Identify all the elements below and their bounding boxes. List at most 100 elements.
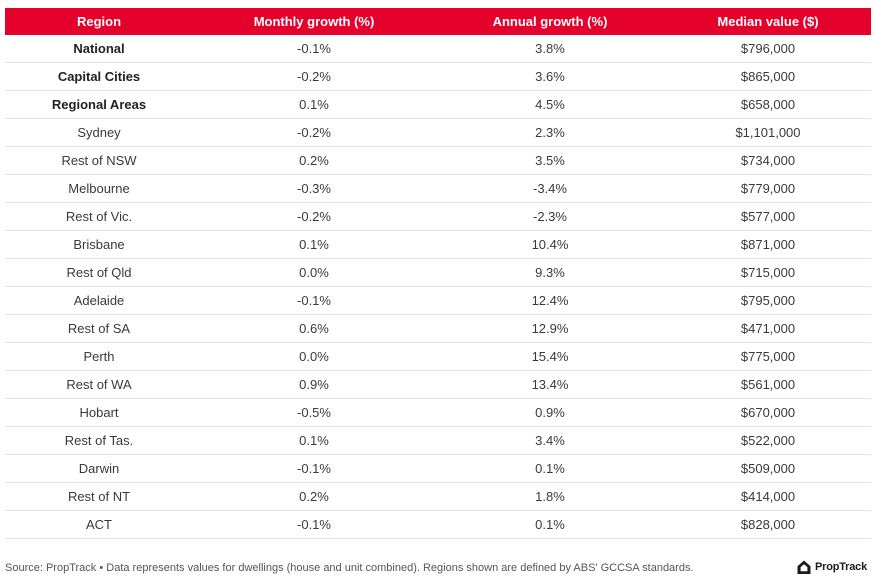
table-row: Sydney -0.2% 2.3% $1,101,000	[5, 118, 871, 147]
monthly-growth-cell: 0.2%	[193, 146, 435, 175]
monthly-growth-cell: 0.1%	[193, 426, 435, 455]
annual-growth-cell: 3.5%	[435, 146, 665, 175]
monthly-growth-cell: 0.0%	[193, 342, 435, 371]
table-row: Darwin -0.1% 0.1% $509,000	[5, 454, 871, 483]
median-value-cell: $658,000	[665, 90, 871, 119]
median-value-cell: $577,000	[665, 202, 871, 231]
median-value-cell: $561,000	[665, 370, 871, 399]
monthly-growth-cell: 0.2%	[193, 482, 435, 511]
table-row: Rest of NSW 0.2% 3.5% $734,000	[5, 146, 871, 175]
table-header: Region Monthly growth (%) Annual growth …	[5, 8, 871, 35]
table-row: ACT -0.1% 0.1% $828,000	[5, 510, 871, 539]
monthly-growth-cell: -0.1%	[193, 35, 435, 63]
brand-logo: PropTrack	[796, 559, 867, 575]
median-value-cell: $795,000	[665, 286, 871, 315]
median-value-cell: $509,000	[665, 454, 871, 483]
annual-growth-cell: 3.8%	[435, 35, 665, 63]
monthly-growth-cell: 0.9%	[193, 370, 435, 399]
annual-growth-cell: 15.4%	[435, 342, 665, 371]
annual-growth-cell: 3.4%	[435, 426, 665, 455]
column-header-annual-growth: Annual growth (%)	[492, 14, 608, 29]
table-row: Rest of Vic. -0.2% -2.3% $577,000	[5, 202, 871, 231]
region-cell: Hobart	[5, 398, 193, 427]
monthly-growth-cell: 0.1%	[193, 90, 435, 119]
median-value-cell: $865,000	[665, 62, 871, 91]
monthly-growth-cell: -0.2%	[193, 62, 435, 91]
table-row: Melbourne -0.3% -3.4% $779,000	[5, 174, 871, 203]
median-value-cell: $522,000	[665, 426, 871, 455]
table-row: Hobart -0.5% 0.9% $670,000	[5, 398, 871, 427]
median-value-cell: $734,000	[665, 146, 871, 175]
table-row: Perth 0.0% 15.4% $775,000	[5, 342, 871, 371]
monthly-growth-cell: -0.5%	[193, 398, 435, 427]
annual-growth-cell: 1.8%	[435, 482, 665, 511]
region-cell: Rest of NSW	[5, 146, 193, 175]
monthly-growth-cell: 0.0%	[193, 258, 435, 287]
column-header-region: Region	[76, 14, 122, 29]
monthly-growth-cell: -0.3%	[193, 174, 435, 203]
region-cell: Darwin	[5, 454, 193, 483]
table-body: National -0.1% 3.8% $796,000 Capital Cities -…	[5, 35, 871, 539]
table-row: Rest of SA 0.6% 12.9% $471,000	[5, 314, 871, 343]
region-cell: Sydney	[5, 118, 193, 147]
annual-growth-cell: 0.1%	[435, 510, 665, 539]
median-value-cell: $871,000	[665, 230, 871, 259]
annual-growth-cell: 9.3%	[435, 258, 665, 287]
region-cell: Melbourne	[5, 174, 193, 203]
annual-growth-cell: 2.3%	[435, 118, 665, 147]
annual-growth-cell: -2.3%	[435, 202, 665, 231]
median-value-cell: $715,000	[665, 258, 871, 287]
brand-name: PropTrack	[814, 561, 867, 573]
table-row: Adelaide -0.1% 12.4% $795,000	[5, 286, 871, 315]
annual-growth-cell: 0.1%	[435, 454, 665, 483]
median-value-cell: $796,000	[665, 35, 871, 63]
table-row: Brisbane 0.1% 10.4% $871,000	[5, 230, 871, 259]
region-cell: Capital Cities	[5, 62, 193, 91]
house-logo-icon	[797, 560, 811, 574]
table-row: Regional Areas 0.1% 4.5% $658,000	[5, 90, 871, 119]
region-cell: ACT	[5, 510, 193, 539]
median-value-cell: $414,000	[665, 482, 871, 511]
growth-table-container: Region Monthly growth (%) Annual growth …	[5, 8, 871, 539]
median-value-cell: $1,101,000	[665, 118, 871, 147]
region-cell: Adelaide	[5, 286, 193, 315]
region-cell: National	[5, 35, 193, 63]
column-header-median-value: Median value ($)	[717, 14, 819, 29]
median-value-cell: $775,000	[665, 342, 871, 371]
table-row: Capital Cities -0.2% 3.6% $865,000	[5, 62, 871, 91]
source-note: Source: PropTrack • Data represents valu…	[5, 562, 694, 574]
table-row: Rest of NT 0.2% 1.8% $414,000	[5, 482, 871, 511]
column-header-monthly-growth: Monthly growth (%)	[253, 14, 375, 29]
median-value-cell: $828,000	[665, 510, 871, 539]
median-value-cell: $779,000	[665, 174, 871, 203]
monthly-growth-cell: -0.2%	[193, 118, 435, 147]
region-cell: Rest of NT	[5, 482, 193, 511]
table-row: Rest of Qld 0.0% 9.3% $715,000	[5, 258, 871, 287]
footer: Source: PropTrack • Data represents valu…	[5, 559, 871, 577]
region-cell: Regional Areas	[5, 90, 193, 119]
monthly-growth-cell: 0.6%	[193, 314, 435, 343]
annual-growth-cell: 10.4%	[435, 230, 665, 259]
table-row: National -0.1% 3.8% $796,000	[5, 35, 871, 63]
header-row: Region Monthly growth (%) Annual growth …	[5, 8, 871, 35]
table-row: Rest of Tas. 0.1% 3.4% $522,000	[5, 426, 871, 455]
monthly-growth-cell: -0.2%	[193, 202, 435, 231]
region-cell: Rest of WA	[5, 370, 193, 399]
region-cell: Rest of SA	[5, 314, 193, 343]
growth-table: Region Monthly growth (%) Annual growth …	[5, 8, 871, 539]
region-cell: Perth	[5, 342, 193, 371]
annual-growth-cell: 13.4%	[435, 370, 665, 399]
region-cell: Rest of Tas.	[5, 426, 193, 455]
monthly-growth-cell: 0.1%	[193, 230, 435, 259]
monthly-growth-cell: -0.1%	[193, 510, 435, 539]
annual-growth-cell: 0.9%	[435, 398, 665, 427]
annual-growth-cell: 12.4%	[435, 286, 665, 315]
median-value-cell: $670,000	[665, 398, 871, 427]
monthly-growth-cell: -0.1%	[193, 286, 435, 315]
median-value-cell: $471,000	[665, 314, 871, 343]
annual-growth-cell: 3.6%	[435, 62, 665, 91]
region-cell: Rest of Vic.	[5, 202, 193, 231]
annual-growth-cell: 4.5%	[435, 90, 665, 119]
table-row: Rest of WA 0.9% 13.4% $561,000	[5, 370, 871, 399]
annual-growth-cell: 12.9%	[435, 314, 665, 343]
